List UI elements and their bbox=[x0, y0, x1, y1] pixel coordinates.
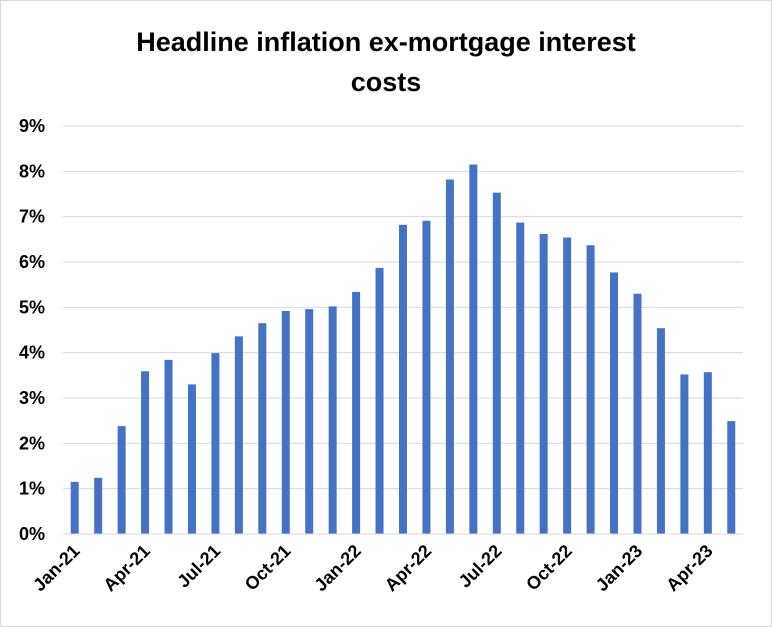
bar-mar-23 bbox=[680, 374, 689, 534]
chart-title-line-2: costs bbox=[350, 67, 422, 97]
x-tick-label: Jul-21 bbox=[173, 541, 224, 592]
x-tick-label: Jan-22 bbox=[310, 541, 364, 595]
y-tick-label: 7% bbox=[19, 207, 45, 227]
x-tick-label: Jan-21 bbox=[29, 541, 83, 595]
bar-oct-21 bbox=[281, 310, 290, 534]
bar-jun-21 bbox=[187, 384, 196, 534]
bar-apr-21 bbox=[141, 371, 150, 534]
x-tick-label: Jan-23 bbox=[592, 541, 646, 595]
y-tick-label: 4% bbox=[19, 343, 45, 363]
bar-sep-22 bbox=[539, 233, 548, 535]
x-tick-label: Apr-23 bbox=[662, 541, 716, 595]
bar-nov-21 bbox=[305, 309, 314, 534]
bar-jul-22 bbox=[492, 192, 501, 534]
bar-jan-22 bbox=[352, 291, 361, 534]
bar-feb-22 bbox=[375, 267, 384, 534]
bar-may-22 bbox=[445, 179, 454, 534]
x-tick-label: Apr-21 bbox=[99, 541, 153, 595]
bar-dec-21 bbox=[328, 306, 337, 534]
x-tick-label: Oct-22 bbox=[522, 541, 576, 595]
bar-jan-21 bbox=[70, 481, 79, 534]
bar-feb-23 bbox=[656, 328, 665, 534]
bar-oct-22 bbox=[563, 237, 572, 534]
x-axis-tick-labels: Jan-21 Apr-21 Jul-21 Oct-21 Jan-22 Apr-22 Jul-… bbox=[29, 541, 717, 595]
y-tick-label: 5% bbox=[19, 297, 45, 317]
y-tick-label: 8% bbox=[19, 161, 45, 181]
bar-jan-23 bbox=[633, 293, 642, 534]
y-axis-tick-labels: 0% 1% 2% 3% 4% 5% 6% 7% 8% 9% bbox=[19, 116, 45, 544]
bars bbox=[70, 164, 736, 535]
y-tick-label: 6% bbox=[19, 252, 45, 272]
bar-dec-22 bbox=[610, 272, 619, 534]
x-tick-label: Apr-22 bbox=[381, 541, 435, 595]
bar-apr-22 bbox=[422, 220, 431, 534]
bar-jun-22 bbox=[469, 164, 478, 535]
y-tick-label: 9% bbox=[19, 116, 45, 136]
bar-nov-22 bbox=[586, 245, 595, 534]
bar-sep-21 bbox=[258, 323, 267, 534]
bar-mar-21 bbox=[117, 426, 126, 534]
bar-mar-22 bbox=[399, 224, 407, 534]
y-tick-label: 0% bbox=[19, 524, 45, 544]
bar-aug-21 bbox=[234, 336, 243, 534]
x-tick-label: Jul-22 bbox=[455, 541, 506, 592]
bar-may-23 bbox=[727, 421, 736, 534]
y-tick-label: 2% bbox=[19, 433, 45, 453]
bar-feb-21 bbox=[94, 477, 103, 534]
y-tick-label: 1% bbox=[19, 479, 45, 499]
bar-may-21 bbox=[164, 359, 173, 534]
chart-title-line-1: Headline inflation ex-mortgage interest bbox=[136, 27, 636, 57]
chart-title: Headline inflation ex-mortgage interest … bbox=[0, 22, 772, 102]
x-tick-label: Oct-21 bbox=[241, 541, 295, 595]
bar-aug-22 bbox=[516, 222, 525, 534]
y-tick-label: 3% bbox=[19, 388, 45, 408]
bar-apr-23 bbox=[703, 372, 712, 534]
bar-jul-21 bbox=[211, 353, 220, 534]
